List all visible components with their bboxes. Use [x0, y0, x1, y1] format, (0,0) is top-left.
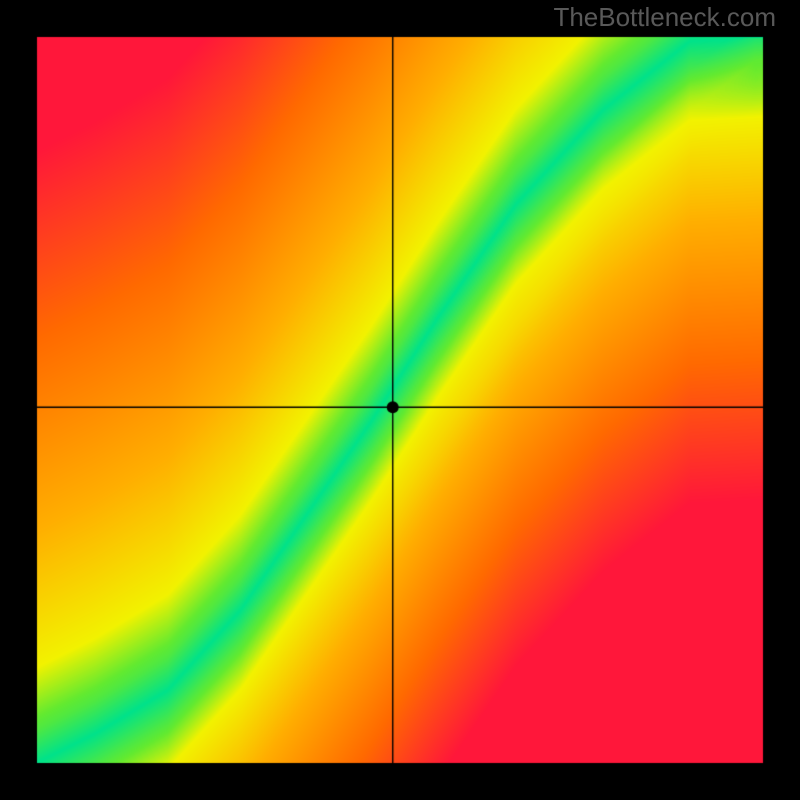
bottleneck-heatmap [0, 0, 800, 800]
watermark-text: TheBottleneck.com [553, 2, 776, 33]
